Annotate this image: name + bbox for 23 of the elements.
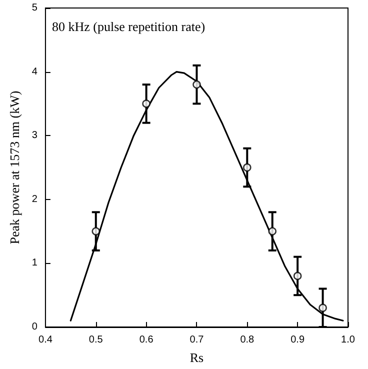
y-axis-title: Peak power at 1573 nm (kW) xyxy=(7,90,22,244)
point xyxy=(268,227,277,236)
x-axis-title: Rs xyxy=(190,350,204,365)
y-tick-label: 2 xyxy=(32,194,38,205)
y-tick-label: 4 xyxy=(32,66,38,78)
x-tick-label: 0.9 xyxy=(290,334,305,346)
x-tick-label: 0.8 xyxy=(240,334,255,346)
y-tick-label: 0 xyxy=(32,322,38,332)
x-tick-label: 0.5 xyxy=(88,334,104,346)
point xyxy=(318,304,327,312)
x-tick-label: 1.0 xyxy=(341,334,356,346)
x-tick-label: 0.7 xyxy=(190,334,204,346)
point xyxy=(243,163,252,172)
y-tick-label: 3 xyxy=(32,130,38,142)
y-tick-label: 5 xyxy=(32,2,38,14)
point xyxy=(192,80,201,89)
x-tick-label: 0.6 xyxy=(139,334,154,346)
y-tick-label: 1 xyxy=(32,258,38,269)
x-tick-label: 0.4 xyxy=(38,334,53,346)
point xyxy=(293,272,302,280)
annotation: 80 kHz (pulse repetition rate) xyxy=(52,19,206,34)
point xyxy=(142,100,150,108)
point xyxy=(92,227,100,236)
